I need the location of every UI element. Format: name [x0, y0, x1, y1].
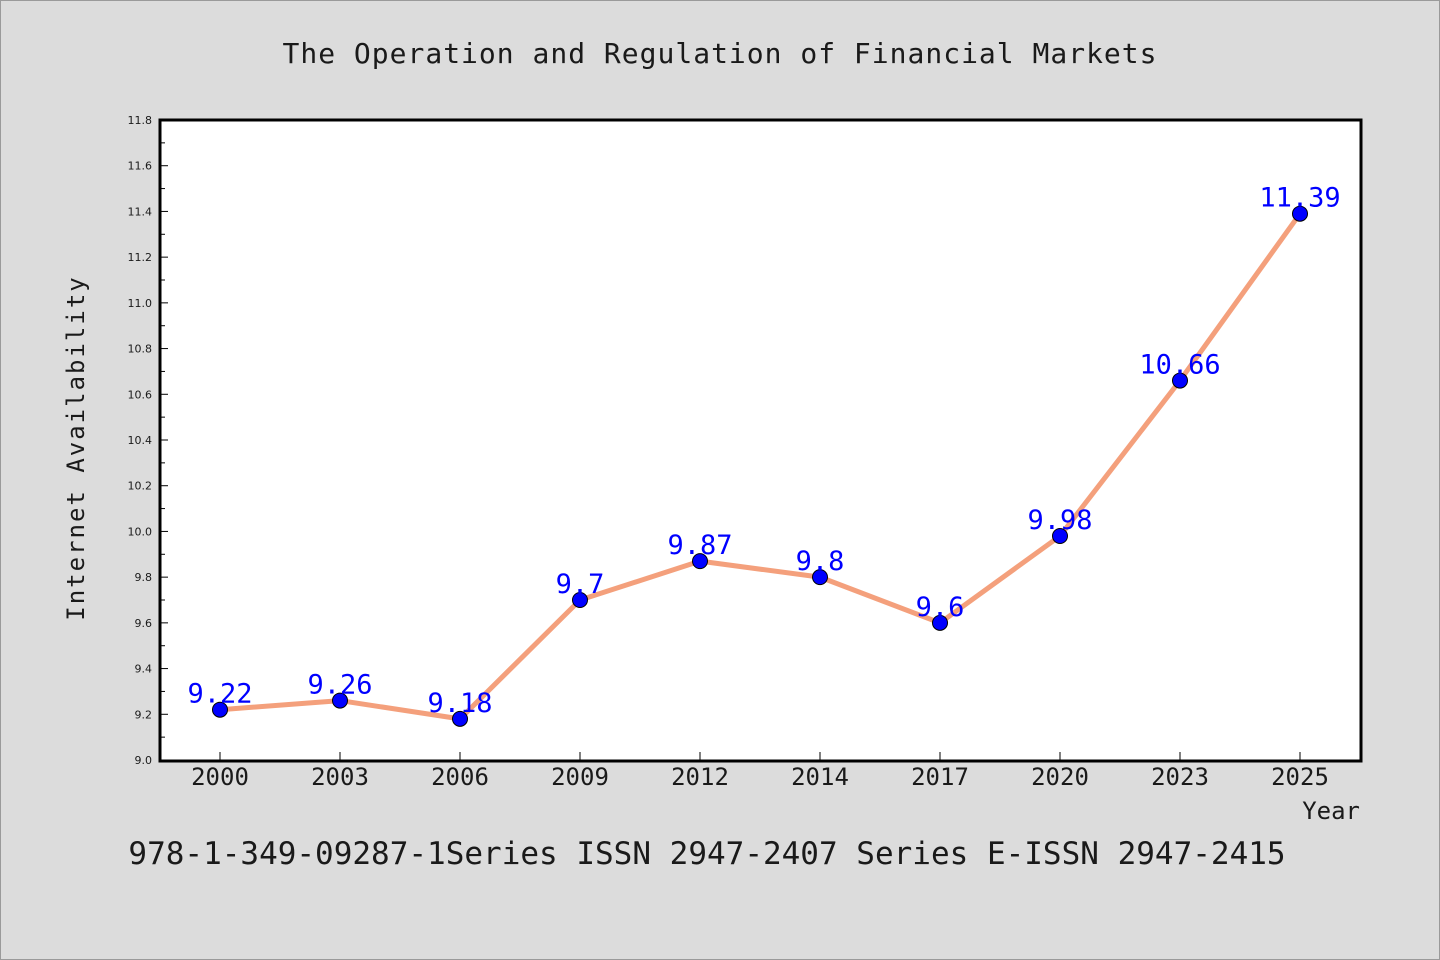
y-tick-label: 9.0: [135, 754, 153, 767]
data-point: [1172, 372, 1188, 389]
y-tick-label: 11.4: [128, 205, 153, 218]
y-tick-label: 11.6: [128, 160, 153, 173]
data-label: 9.18: [427, 688, 492, 719]
data-point: [452, 710, 468, 727]
chart-title: The Operation and Regulation of Financia…: [282, 37, 1157, 70]
y-tick-label: 11.2: [128, 251, 153, 264]
plot-area: [158, 118, 1363, 763]
data-label: 9.87: [667, 530, 732, 561]
y-tick-label: 10.8: [128, 343, 153, 356]
data-label: 9.7: [556, 569, 605, 600]
y-axis: 9.0 9.2 9.4 9.6 9.8 10.0 10.2 10.4 10.6 10.8 11.0 1…: [128, 114, 168, 767]
x-tick-label: 2003: [311, 763, 369, 791]
x-tick-label: 2025: [1271, 763, 1329, 791]
y-axis-label: Internet Availability: [62, 275, 90, 620]
data-label: 9.26: [307, 670, 372, 701]
y-tick-label: 9.2: [135, 708, 153, 721]
x-axis-label: Year: [1302, 797, 1360, 825]
data-labels-group: 9.22 9.26 9.18 9.7 9.87 9.8 9.6 9.98 10.66 11.39: [187, 183, 1340, 719]
footer-text: 978-1-349-09287-1Series ISSN 2947-2407 S…: [128, 836, 1285, 872]
x-axis: 2000 2003 2006 2009 2012 2014 2017 2020 2023 2025: [191, 752, 1329, 791]
data-point: [572, 592, 588, 608]
x-tick-label: 2009: [551, 763, 609, 791]
data-label: 9.8: [796, 546, 845, 577]
y-tick-label: 10.4: [128, 434, 153, 447]
data-point: [332, 692, 348, 709]
x-tick-label: 2017: [911, 763, 969, 791]
x-tick-label: 2020: [1031, 763, 1089, 791]
data-point: [812, 569, 828, 586]
series-line: [217, 211, 1303, 722]
y-tick-label: 10.6: [128, 388, 153, 401]
y-tick-label: 10.2: [128, 480, 153, 493]
data-label: 11.39: [1259, 183, 1340, 214]
y-tick-label: 9.6: [135, 617, 153, 630]
data-point: [692, 553, 708, 570]
data-point: [1052, 528, 1068, 544]
x-tick-label: 2000: [191, 763, 249, 791]
data-point: [212, 701, 228, 718]
x-tick-label: 2012: [671, 763, 729, 791]
data-point: [1292, 205, 1308, 222]
x-tick-label: 2023: [1151, 763, 1209, 791]
data-label: 9.22: [187, 679, 252, 710]
y-tick-label: 11.0: [128, 297, 153, 310]
y-tick-label: 10.0: [128, 525, 153, 538]
series-group: [212, 205, 1308, 727]
y-tick-label: 9.4: [135, 663, 153, 676]
x-tick-label: 2014: [791, 763, 849, 791]
x-tick-label: 2006: [431, 763, 489, 791]
data-label: 10.66: [1139, 350, 1220, 381]
data-label: 9.98: [1027, 505, 1092, 536]
y-tick-label: 11.8: [128, 114, 153, 127]
y-tick-label: 9.8: [135, 571, 153, 584]
data-label: 9.6: [916, 592, 965, 623]
data-point: [932, 614, 948, 631]
